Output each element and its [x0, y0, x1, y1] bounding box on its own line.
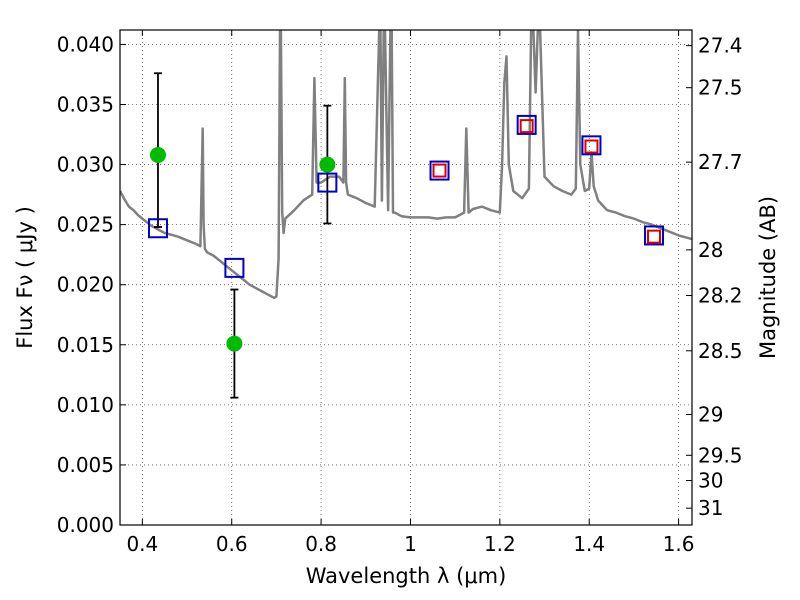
mag-tick-label: 27.7 — [698, 150, 743, 174]
x-tick-label: 1.4 — [573, 532, 605, 556]
right-axis-title: Magnitude (AB) — [756, 196, 780, 359]
errorbar-layer — [153, 72, 332, 399]
grid-lines — [120, 30, 692, 526]
y-tick-label: 0.020 — [57, 273, 114, 297]
model-marker — [429, 160, 450, 181]
ir-observed-marker — [519, 119, 534, 134]
mag-tick-label: 27.5 — [698, 76, 743, 100]
plot-frame — [119, 29, 693, 526]
y-tick-label: 0.015 — [57, 333, 114, 357]
y-tick-label: 0.030 — [57, 153, 114, 177]
model-marker — [581, 135, 602, 156]
spectrum-line — [120, 30, 692, 300]
x-tick-label: 0.4 — [126, 532, 158, 556]
mag-tick-label: 28.2 — [698, 284, 743, 308]
marker-layer — [147, 114, 665, 352]
spectrum-layer — [120, 30, 692, 300]
y-tick-label: 0.005 — [57, 453, 114, 477]
y-tick-label: 0.040 — [57, 32, 114, 56]
magnitude-tick-labels: 27.4 27.5 27.7 28 28.2 28.5 29 29.530 31 — [698, 34, 743, 521]
y-tick-label: 0.025 — [57, 213, 114, 237]
y-axis-title: Flux Fν ( μJy ) — [13, 206, 37, 349]
model-marker — [224, 257, 245, 278]
y-tick-label: 0.000 — [57, 513, 114, 537]
mag-tick-label: 28 — [698, 238, 723, 262]
x-tick-label: 0.8 — [305, 532, 337, 556]
observed-marker — [226, 335, 243, 352]
model-marker — [644, 225, 665, 246]
model-marker — [147, 218, 168, 239]
x-tick-label: 1.6 — [663, 532, 695, 556]
ir-observed-marker — [432, 163, 447, 178]
y-tick-labels: 0.000 0.005 0.010 0.015 0.020 0.025 0.030 0.035… — [57, 32, 114, 537]
x-tick-label: 1.2 — [484, 532, 516, 556]
model-marker — [317, 172, 338, 193]
x-tick-label: 0.6 — [216, 532, 248, 556]
mag-tick-label: 29 — [698, 402, 723, 426]
mag-tick-label: 27.4 — [698, 34, 743, 58]
x-tick-labels: 0.4 0.6 0.8 1 1.2 1.4 1.6 — [126, 532, 694, 556]
y-tick-label: 0.035 — [57, 92, 114, 116]
x-axis-title: Wavelength λ (μm) — [306, 564, 507, 588]
ir-observed-marker — [647, 229, 662, 244]
mag-tick-label: 31 — [698, 496, 723, 520]
x-tick-label: 1 — [404, 532, 417, 556]
mag-tick-label: 29.5 — [698, 443, 743, 467]
mag-tick-label: 30 — [698, 469, 723, 493]
observed-marker — [149, 146, 166, 163]
tick-marks — [120, 30, 692, 526]
observed-marker — [319, 156, 336, 173]
y-tick-label: 0.010 — [57, 393, 114, 417]
ir-observed-marker — [584, 139, 599, 154]
model-marker — [516, 114, 537, 135]
mag-tick-label: 28.5 — [698, 339, 743, 363]
